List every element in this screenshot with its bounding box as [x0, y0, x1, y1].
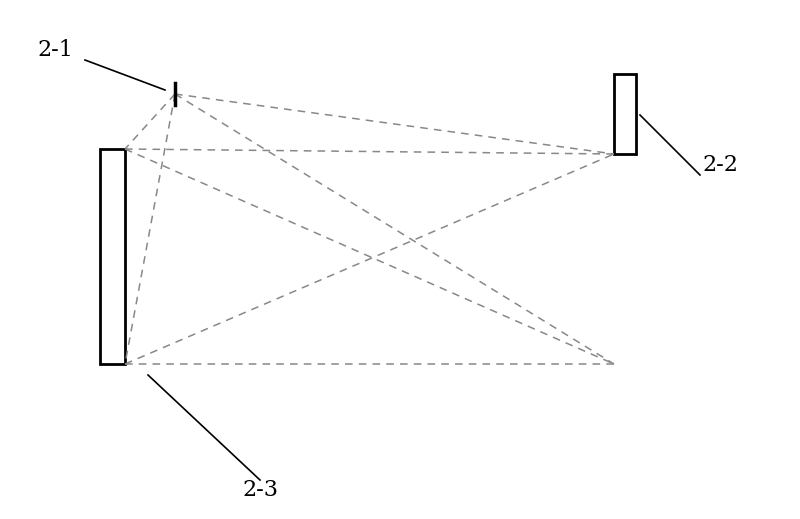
Text: 2-1: 2-1	[37, 39, 73, 61]
Bar	[614, 74, 636, 154]
Text: 2-3: 2-3	[242, 479, 278, 501]
Text: 2-2: 2-2	[702, 154, 738, 176]
Bar	[100, 149, 125, 364]
